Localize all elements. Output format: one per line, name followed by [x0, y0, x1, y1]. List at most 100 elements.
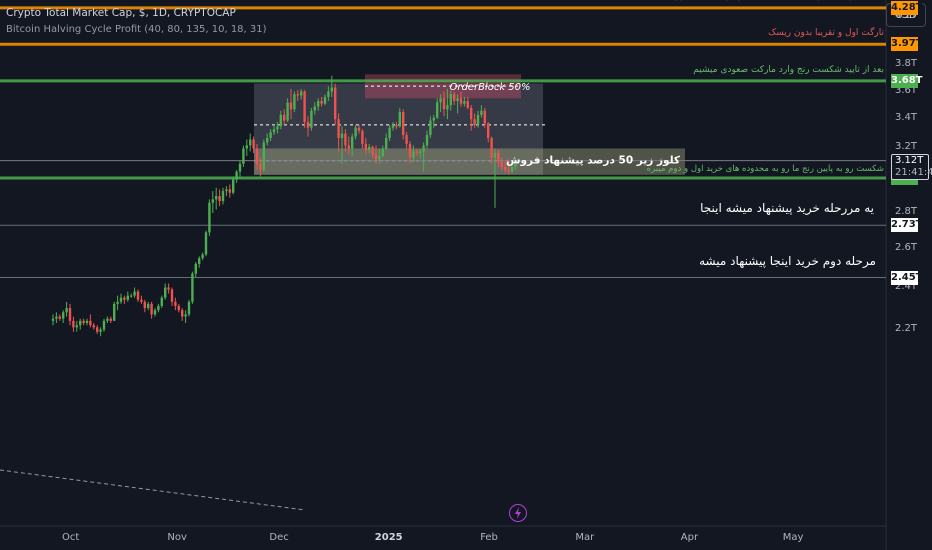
- candle-body: [361, 130, 364, 144]
- candle-body: [286, 102, 289, 121]
- level-price-badge: 2.73T: [891, 218, 923, 233]
- y-tick-label: 4.2T: [895, 10, 918, 21]
- candle-body: [255, 148, 259, 164]
- candle-body: [391, 124, 395, 128]
- candle-body: [364, 143, 367, 150]
- candle-body: [442, 98, 446, 110]
- candle-body: [211, 199, 214, 203]
- candle-body: [310, 110, 313, 128]
- candle-body: [439, 98, 442, 103]
- candle-body: [456, 98, 459, 102]
- candle-body: [323, 96, 327, 104]
- candle-body: [140, 299, 143, 302]
- candle-body: [337, 119, 340, 138]
- candle-body: [123, 297, 126, 300]
- candle-body: [429, 120, 432, 136]
- candle-body: [296, 94, 299, 96]
- candle-body: [85, 320, 89, 324]
- level-annotation: بعد از تایید شکست رنج وارد مارکت صعودی م…: [693, 64, 884, 75]
- level-price-badge: 2.45T: [891, 270, 923, 285]
- y-tick-label: 3.4T: [895, 112, 918, 124]
- candle-body: [272, 129, 276, 133]
- candle-body: [483, 110, 486, 124]
- candle-body: [72, 320, 75, 328]
- candle-body: [405, 135, 408, 144]
- last-price-badge: 3.12T 21:41:48: [891, 153, 932, 180]
- candle-body: [204, 232, 208, 255]
- x-tick-label: 2025: [374, 532, 403, 543]
- candle-body: [340, 133, 344, 138]
- candle-body: [289, 102, 293, 110]
- candle-body: [306, 121, 310, 128]
- trendline: [0, 469, 306, 511]
- candle-body: [147, 303, 150, 309]
- candle-body: [510, 166, 514, 172]
- candle-body: [62, 312, 65, 319]
- symbol-title[interactable]: Crypto Total Market Cap, $, 1D, CRYPTOCA…: [6, 7, 236, 19]
- candle-body: [191, 273, 194, 302]
- candle-body: [463, 101, 466, 104]
- candle-body: [269, 132, 272, 138]
- candle-body: [351, 136, 354, 149]
- candle-body: [58, 316, 61, 319]
- candle-body: [266, 137, 269, 143]
- indicator-legend[interactable]: Bitcoin Halving Cycle Profit (40, 80, 13…: [6, 24, 267, 35]
- candle-body: [487, 123, 490, 138]
- candle-body: [143, 301, 146, 309]
- x-tick-label: Mar: [575, 532, 595, 543]
- candle-body: [181, 310, 184, 317]
- candle-body: [507, 170, 510, 172]
- candle-body: [317, 101, 320, 107]
- level-annotation: تارگت دوم در صورت نبش علامت تغییر روند م…: [665, 0, 884, 1]
- candle-body: [453, 94, 456, 102]
- candle-body: [500, 162, 503, 167]
- candle-body: [249, 139, 252, 146]
- candle-body: [514, 160, 517, 167]
- candle-body: [225, 189, 228, 192]
- candle-body: [198, 258, 201, 264]
- candle-body: [116, 301, 119, 304]
- candle-body: [184, 314, 187, 317]
- candle-body: [65, 308, 68, 313]
- candle-body: [395, 124, 398, 127]
- candle-body: [157, 305, 160, 311]
- lightning-icon[interactable]: [509, 504, 527, 522]
- candle-body: [374, 154, 378, 160]
- candle-body: [252, 139, 255, 149]
- y-tick-label: 2.6T: [895, 241, 918, 253]
- candle-body: [347, 145, 350, 149]
- candle-body: [51, 318, 55, 321]
- x-tick-label: Apr: [680, 532, 699, 543]
- candle-body: [167, 287, 170, 290]
- candle-body: [75, 325, 78, 328]
- x-tick-label: Dec: [269, 532, 289, 543]
- candle-body: [283, 114, 286, 121]
- candle-body: [262, 142, 265, 171]
- candle-body: [504, 166, 507, 171]
- candle-body: [408, 143, 412, 158]
- candle-body: [119, 297, 123, 302]
- candle-body: [92, 325, 95, 328]
- y-tick-label: 3.2T: [895, 141, 918, 153]
- candle-body: [402, 112, 405, 136]
- candle-body: [228, 189, 231, 193]
- candle-body: [344, 133, 347, 146]
- candle-body: [480, 110, 483, 115]
- candle-body: [109, 318, 112, 321]
- candle-body: [368, 146, 371, 150]
- candle-body: [106, 318, 109, 321]
- candle-body: [412, 151, 415, 158]
- candle-body: [378, 156, 381, 160]
- candle-body: [470, 107, 473, 120]
- y-tick-label: 3.6T: [895, 84, 918, 96]
- candle-body: [293, 94, 296, 110]
- candle-body: [459, 98, 463, 104]
- candle-body: [177, 305, 180, 311]
- candle-body: [96, 327, 99, 332]
- candle-body: [221, 191, 225, 202]
- candle-body: [279, 114, 282, 127]
- sell-zone: [254, 148, 685, 175]
- candle-body: [79, 320, 82, 326]
- candle-body: [130, 295, 133, 297]
